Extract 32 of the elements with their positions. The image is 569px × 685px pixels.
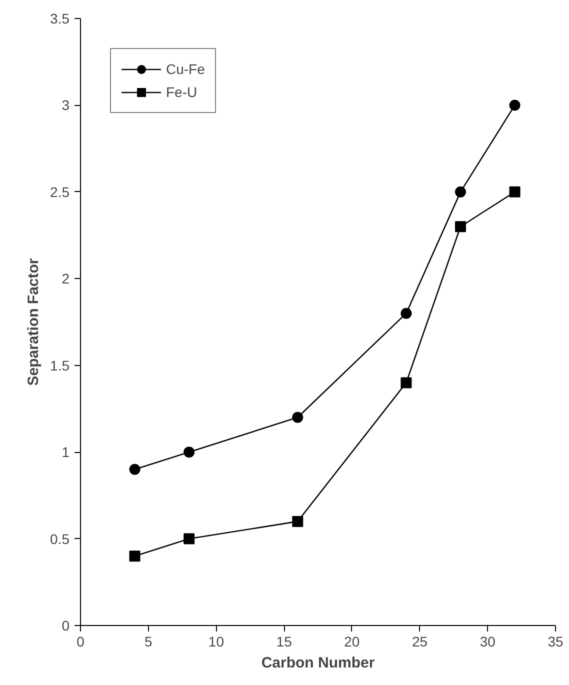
y-axis-title: Separation Factor: [25, 258, 42, 386]
y-tick-label: 3: [62, 97, 70, 114]
x-tick-label: 10: [208, 634, 224, 650]
y-tick-label: 0: [62, 618, 70, 634]
x-tick-label: 20: [344, 634, 360, 650]
point: [129, 550, 140, 562]
point: [400, 308, 412, 319]
y-tick-label: 1.5: [50, 357, 70, 374]
point: [184, 533, 195, 544]
y-tick-label: 3.5: [50, 10, 70, 26]
x-tick-label: 5: [144, 634, 152, 650]
y-tick-label: 2: [62, 270, 70, 287]
point: [455, 221, 466, 232]
x-tick-label: 30: [480, 634, 496, 650]
point: [184, 446, 195, 458]
point: [400, 377, 412, 388]
x-tick-label: 35: [548, 634, 564, 650]
y-tick-label: 0.5: [50, 530, 70, 547]
legend-label: Fe-U: [166, 84, 198, 100]
x-tick-label: 15: [276, 634, 292, 650]
point: [292, 516, 304, 527]
point: [292, 412, 304, 423]
point: [129, 464, 140, 475]
y-tick-label: 1: [62, 444, 70, 460]
point: [509, 100, 520, 111]
point: [455, 186, 466, 198]
y-tick-label: 2.5: [50, 184, 70, 200]
x-axis-title: Carbon Number: [261, 654, 375, 672]
point: [509, 186, 520, 198]
legend-label: Cu-Fe: [166, 61, 205, 77]
x-tick-label: 25: [412, 634, 428, 650]
x-tick-label: 0: [76, 634, 85, 650]
